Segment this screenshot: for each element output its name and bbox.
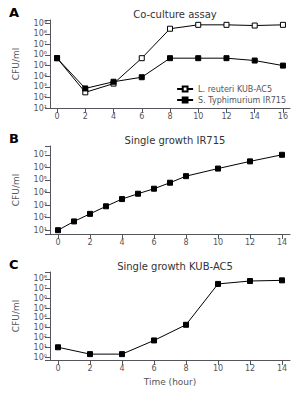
svg-text:12: 12 [245, 238, 255, 247]
svg-text:CFU/ml: CFU/ml [11, 300, 21, 332]
svg-text:12: 12 [245, 364, 255, 373]
svg-text:0: 0 [55, 364, 60, 373]
svg-text:10⁶: 10⁶ [34, 163, 47, 172]
svg-text:10⁵: 10⁵ [34, 304, 47, 313]
svg-text:4: 4 [119, 364, 124, 373]
svg-text:16: 16 [278, 112, 288, 121]
svg-text:10¹: 10¹ [34, 343, 47, 352]
svg-text:CFU/ml: CFU/ml [11, 174, 21, 206]
svg-text:4: 4 [111, 112, 116, 121]
svg-text:10⁰: 10⁰ [34, 353, 47, 362]
svg-text:L. reuteri KUB-AC5: L. reuteri KUB-AC5 [198, 85, 272, 94]
svg-text:10⁸: 10⁸ [34, 274, 47, 283]
svg-text:10⁴: 10⁴ [34, 72, 47, 81]
svg-text:8: 8 [183, 364, 188, 373]
svg-text:10⁵: 10⁵ [34, 61, 47, 70]
svg-text:14: 14 [277, 238, 287, 247]
svg-text:10: 10 [213, 364, 223, 373]
svg-text:10³: 10³ [34, 201, 47, 210]
svg-text:6: 6 [151, 238, 156, 247]
svg-text:CFU/ml: CFU/ml [11, 48, 21, 80]
svg-text:12: 12 [221, 112, 231, 121]
svg-text:4: 4 [119, 238, 124, 247]
svg-text:10⁷: 10⁷ [34, 40, 47, 49]
svg-text:0: 0 [55, 238, 60, 247]
svg-text:10¹: 10¹ [34, 226, 47, 235]
svg-text:10¹: 10¹ [34, 104, 47, 113]
svg-text:10³: 10³ [34, 82, 47, 91]
svg-text:0: 0 [55, 112, 60, 121]
svg-text:10⁶: 10⁶ [34, 50, 47, 59]
svg-text:2: 2 [87, 364, 92, 373]
svg-text:10: 10 [193, 112, 203, 121]
svg-text:10⁴: 10⁴ [34, 313, 47, 322]
svg-text:10²: 10² [34, 93, 47, 102]
svg-text:10⁸: 10⁸ [34, 29, 47, 38]
svg-text:10⁹: 10⁹ [34, 19, 47, 28]
svg-text:10³: 10³ [34, 323, 47, 332]
svg-text:C: C [9, 257, 19, 272]
svg-text:10²: 10² [34, 333, 47, 342]
svg-text:6: 6 [151, 364, 156, 373]
svg-text:8: 8 [167, 112, 172, 121]
svg-text:Single growth IR715: Single growth IR715 [125, 135, 226, 146]
svg-text:8: 8 [183, 238, 188, 247]
svg-text:B: B [9, 131, 19, 146]
svg-text:A: A [9, 5, 19, 20]
svg-text:14: 14 [250, 112, 260, 121]
svg-text:S. Typhimurium IR715: S. Typhimurium IR715 [198, 96, 286, 105]
svg-text:6: 6 [139, 112, 144, 121]
svg-text:2: 2 [87, 238, 92, 247]
svg-text:10⁵: 10⁵ [34, 175, 47, 184]
svg-text:10: 10 [213, 238, 223, 247]
svg-text:14: 14 [277, 364, 287, 373]
svg-text:Time (hour): Time (hour) [143, 377, 197, 387]
svg-text:2: 2 [83, 112, 88, 121]
svg-text:10⁷: 10⁷ [34, 284, 47, 293]
svg-text:10⁷: 10⁷ [34, 150, 47, 159]
svg-text:10⁴: 10⁴ [34, 188, 47, 197]
svg-text:10⁶: 10⁶ [34, 294, 47, 303]
svg-text:Single growth KUB-AC5: Single growth KUB-AC5 [117, 261, 233, 272]
svg-text:10²: 10² [34, 213, 47, 222]
svg-text:Co-culture assay: Co-culture assay [133, 9, 217, 20]
